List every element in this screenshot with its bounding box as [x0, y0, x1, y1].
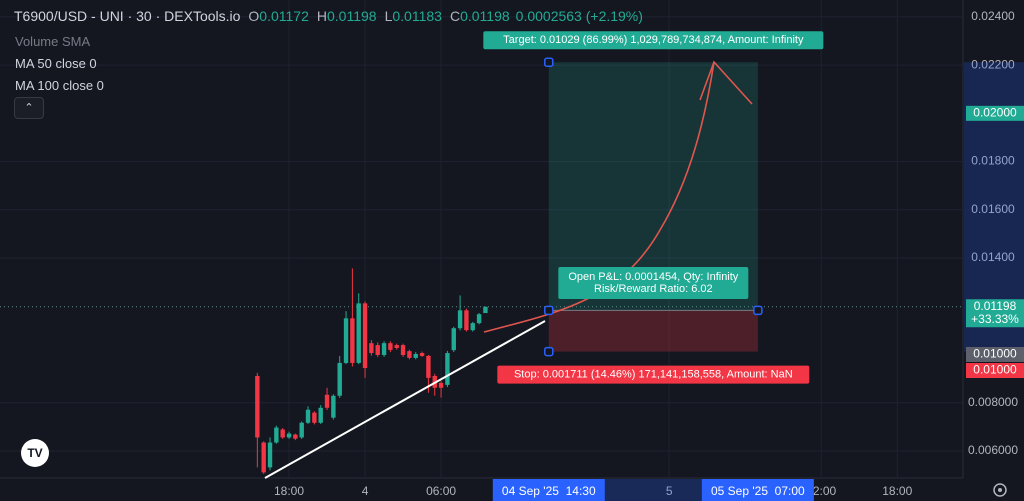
x-tick-label: 18:00	[274, 484, 304, 498]
candle-body	[274, 427, 279, 443]
plot	[0, 0, 963, 477]
candle-body	[451, 328, 456, 351]
x-marker-label: 04 Sep '25 14:30	[502, 484, 596, 498]
x-marker-label: 05 Sep '25 07:00	[711, 484, 805, 498]
stop-label-bg	[497, 365, 810, 384]
tv-logo: TV	[21, 439, 49, 467]
price-label: 0.01000	[973, 363, 1017, 377]
candle-body	[407, 351, 412, 358]
candle-body	[457, 310, 463, 329]
price-label: 0.01198	[974, 299, 1017, 313]
ohlc-value: 0.01172	[259, 8, 309, 24]
candle-body	[464, 310, 469, 331]
indicator: Volume SMA	[15, 34, 91, 49]
candle-body	[400, 345, 406, 355]
candle-body	[299, 422, 304, 438]
candle-body	[255, 375, 260, 438]
y-tick-label: 0.02200	[971, 57, 1015, 71]
x-marker-bg	[701, 479, 814, 501]
ohlc-value: 0.01198	[460, 8, 510, 24]
ohlc-key: H	[316, 8, 327, 24]
x-tick-label: 5	[666, 484, 673, 498]
settings-icon[interactable]	[993, 483, 1007, 497]
trend-line	[264, 320, 546, 479]
price-label-bg	[966, 299, 1024, 328]
price-label: 0.01000	[973, 347, 1017, 361]
y-tick-label: 0.006000	[968, 443, 1018, 457]
candle-body	[286, 433, 292, 438]
candle-body	[483, 306, 488, 314]
candle-body	[426, 355, 431, 378]
ohlc-key: C	[449, 8, 461, 24]
stop-zone	[548, 310, 758, 352]
candle-body	[324, 394, 330, 408]
ohlc-value: 0.01198	[327, 8, 377, 24]
candle-body	[305, 409, 311, 423]
indicator: MA 50 close 0	[15, 56, 97, 71]
handle	[544, 346, 554, 357]
handle	[544, 57, 554, 67]
collapse-button[interactable]: ⌃	[14, 97, 44, 119]
candle-body	[362, 303, 368, 368]
price-label-sub: +33.33%	[971, 312, 1019, 326]
candle-body	[375, 345, 380, 355]
candle-body	[394, 345, 399, 348]
ohlc-key: L	[384, 8, 393, 24]
y-tick-label: 0.01800	[971, 154, 1015, 168]
price-label: 0.02000	[973, 106, 1017, 120]
pnl-label: Open P&L: 0.0001454, Qty: Infinity	[568, 271, 738, 283]
candle-body	[381, 343, 387, 355]
price-axis-bg	[963, 0, 1024, 501]
candle-body	[337, 362, 342, 396]
y-tick-label: 0.008000	[968, 395, 1018, 409]
svg-text:TV: TV	[27, 446, 42, 460]
stop-label: Stop: 0.001711 (14.46%) 171,141,158,558,…	[514, 369, 793, 381]
y-tick-label: 0.02400	[971, 9, 1015, 23]
y-tick-label: 0.01600	[971, 202, 1015, 216]
candle-body	[388, 343, 393, 350]
candle-body	[318, 407, 323, 423]
ohlc-key: O	[248, 8, 260, 24]
indicator: MA 100 close 0	[15, 78, 104, 93]
pnl-label: Risk/Reward Ratio: 6.02	[594, 283, 713, 295]
ohlc-value: 0.01183	[392, 8, 442, 24]
price-label-bg	[966, 105, 1024, 121]
candle-body	[445, 353, 450, 385]
y-tick-label: 0.01400	[971, 250, 1015, 264]
candle-body	[350, 318, 355, 363]
candle-body	[413, 354, 418, 358]
target-label-bg	[483, 31, 824, 50]
x-marker-bg	[492, 479, 605, 501]
symbol-legend: T6900/USD - UNI · 30 · DEXTools.io O0.011…	[14, 8, 643, 24]
candle-body	[470, 323, 475, 331]
candle-body	[343, 318, 349, 363]
x-tick-label: 4	[362, 484, 369, 498]
x-tick-label: 18:00	[882, 484, 912, 498]
candle-body	[438, 382, 444, 388]
handle	[753, 305, 763, 316]
candle-body	[280, 429, 285, 438]
candle-body	[356, 303, 361, 363]
handle	[544, 305, 554, 316]
price-label-bg	[966, 346, 1024, 362]
candle-body	[369, 343, 374, 354]
candle-body	[476, 314, 482, 324]
target-label: Target: 0.01029 (86.99%) 1,029,789,734,8…	[503, 34, 804, 46]
x-tick-label: 06:00	[426, 484, 456, 498]
price-label-bg	[966, 362, 1024, 378]
candle-body	[419, 353, 425, 356]
candle-body	[267, 442, 273, 468]
symbol-title: T6900/USD - UNI · 30 · DEXTools.io	[14, 8, 241, 24]
pnl-label-bg	[558, 267, 749, 299]
candle-body	[261, 442, 266, 473]
change: 0.0002563 (+2.19%)	[515, 8, 643, 24]
candle-body	[331, 395, 336, 418]
candle-body	[312, 412, 317, 423]
candle-body	[293, 434, 298, 439]
